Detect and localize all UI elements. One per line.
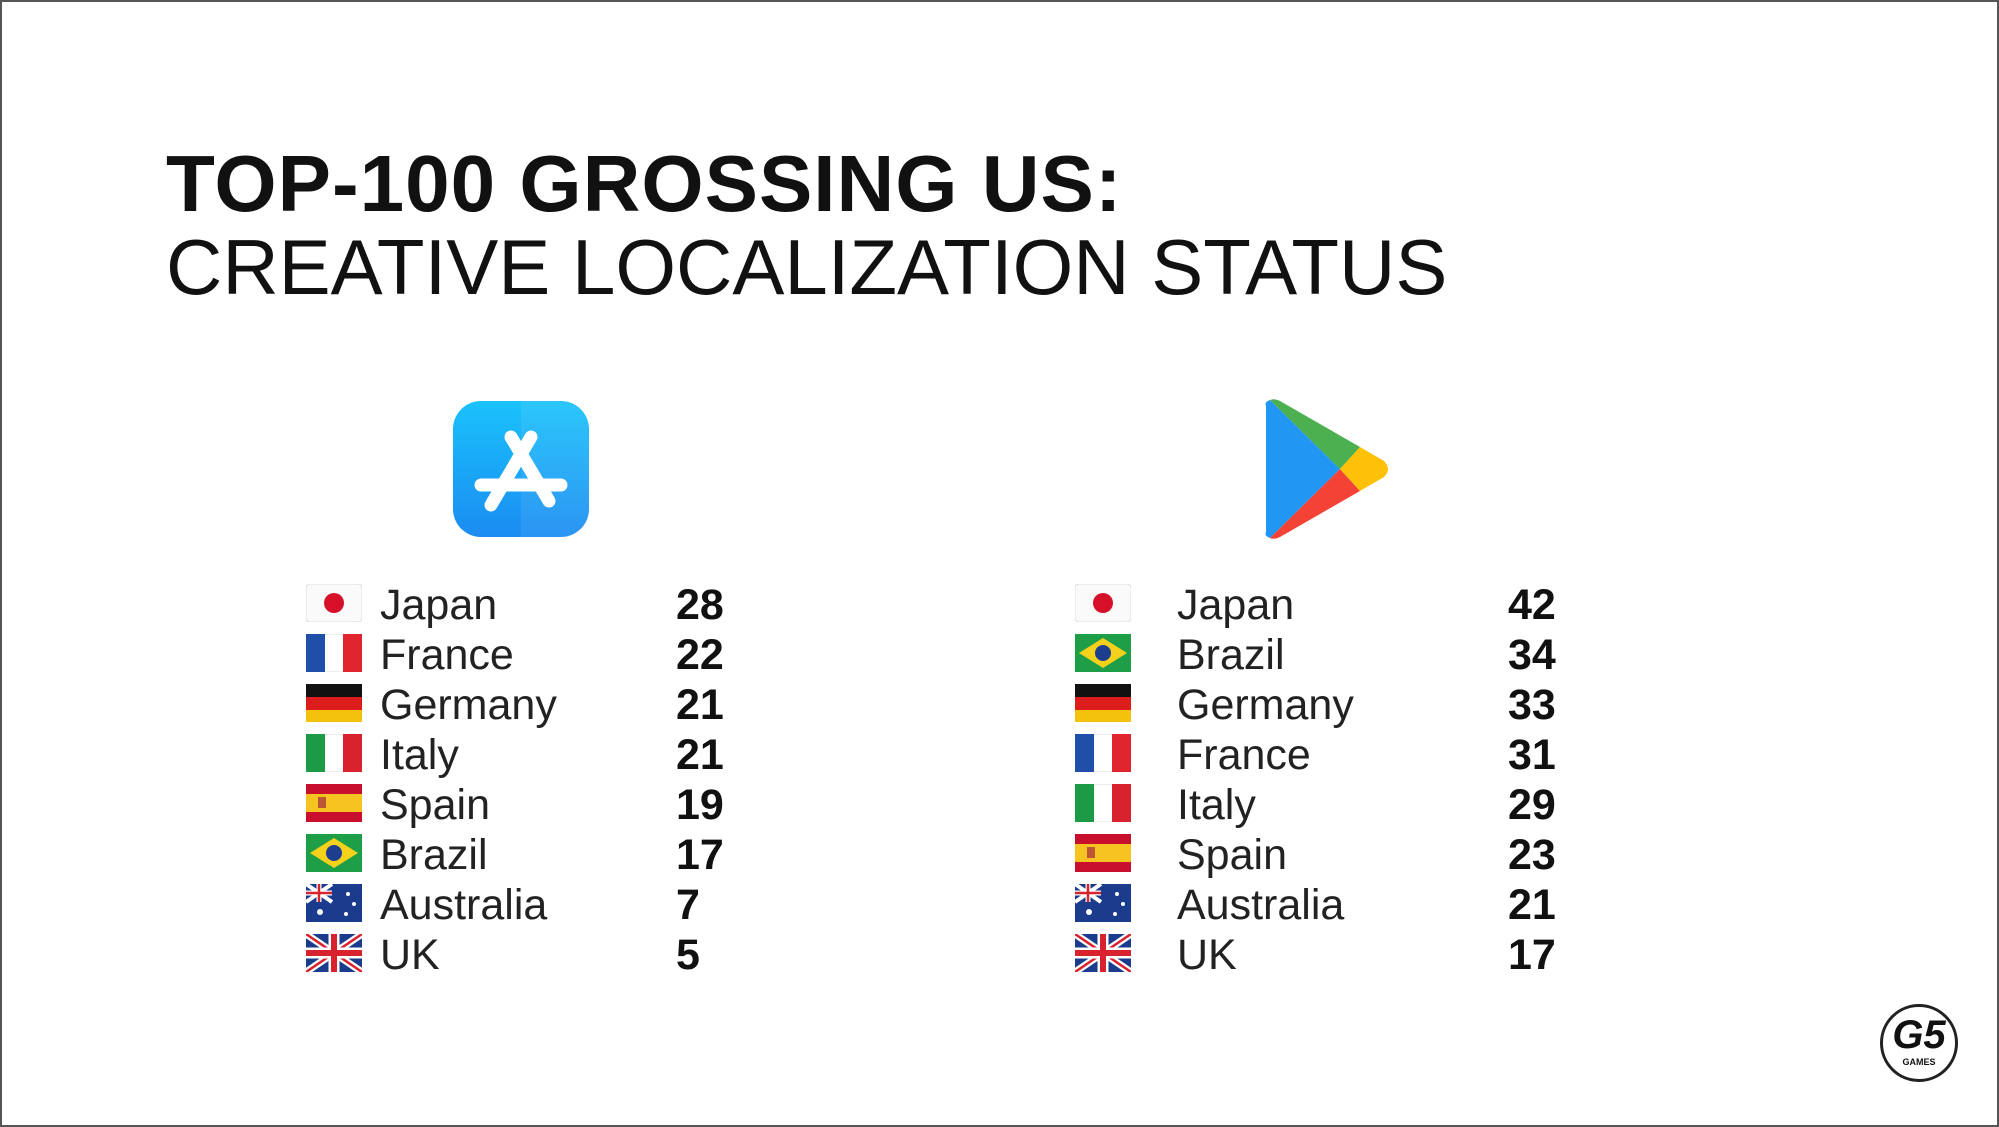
list-row: Germany 33	[0, 680, 1999, 730]
flag	[1075, 784, 1131, 822]
count: 23	[1508, 831, 1556, 879]
flag	[1075, 934, 1131, 972]
list-row: France 31	[0, 730, 1999, 780]
country-name: UK	[380, 931, 440, 979]
list-row: Brazil 34	[0, 630, 1999, 680]
country-name: Japan	[380, 581, 498, 629]
flag	[1075, 684, 1131, 722]
app-store-icon	[453, 401, 589, 537]
list-row: Japan 28	[0, 580, 1999, 630]
count: 28	[676, 581, 724, 629]
list-row: Australia 7	[0, 880, 1999, 930]
country-name: Brazil	[380, 831, 488, 879]
country-name: Australia	[1177, 881, 1345, 929]
flag	[306, 784, 362, 822]
count: 5	[676, 931, 700, 979]
logo-mark: G5	[1892, 1013, 1946, 1057]
flag	[306, 734, 362, 772]
list-row: Spain 23	[0, 830, 1999, 880]
list-row: UK 5	[0, 930, 1999, 980]
country-name: UK	[1177, 931, 1237, 979]
country-name: Japan	[1177, 581, 1295, 629]
count: 31	[1508, 731, 1556, 779]
list-row: UK 17	[0, 930, 1999, 980]
list-row: Australia 21	[0, 880, 1999, 930]
flag	[306, 884, 362, 922]
flag	[1075, 584, 1131, 622]
count: 42	[1508, 581, 1556, 629]
country-name: Australia	[380, 881, 548, 929]
flag	[306, 684, 362, 722]
flag	[1075, 634, 1131, 672]
country-name: Spain	[1177, 831, 1287, 879]
google-play-icon	[1265, 399, 1388, 539]
country-name: Germany	[380, 681, 557, 729]
count: 29	[1508, 781, 1556, 829]
list-row: Brazil 17	[0, 830, 1999, 880]
country-name: France	[1177, 731, 1311, 779]
country-name: Italy	[380, 731, 459, 779]
list-row: Japan 42	[0, 580, 1999, 630]
count: 7	[676, 881, 700, 929]
country-name: Italy	[1177, 781, 1256, 829]
flag	[306, 634, 362, 672]
title-line1: TOP-100 GROSSING US:	[166, 139, 1123, 228]
title-line2: CREATIVE LOCALIZATION STATUS	[166, 223, 1448, 311]
count: 22	[676, 631, 724, 679]
flag	[306, 934, 362, 972]
count: 34	[1508, 631, 1556, 679]
list-row: France 22	[0, 630, 1999, 680]
g5-logo: G5 GAMES	[1880, 1004, 1958, 1082]
count: 17	[1508, 931, 1556, 979]
flag	[306, 584, 362, 622]
count: 19	[676, 781, 724, 829]
list-row: Italy 29	[0, 780, 1999, 830]
count: 21	[676, 731, 724, 779]
country-name: Spain	[380, 781, 490, 829]
flag	[1075, 884, 1131, 922]
count: 21	[676, 681, 724, 729]
country-name: Brazil	[1177, 631, 1285, 679]
flag	[1075, 734, 1131, 772]
list-row: Germany 21	[0, 680, 1999, 730]
flag	[306, 834, 362, 872]
count: 21	[1508, 881, 1556, 929]
country-name: Germany	[1177, 681, 1354, 729]
count: 17	[676, 831, 724, 879]
country-name: France	[380, 631, 514, 679]
count: 33	[1508, 681, 1556, 729]
list-row: Spain 19	[0, 780, 1999, 830]
logo-text: GAMES	[1902, 1057, 1936, 1067]
list-row: Italy 21	[0, 730, 1999, 780]
flag	[1075, 834, 1131, 872]
